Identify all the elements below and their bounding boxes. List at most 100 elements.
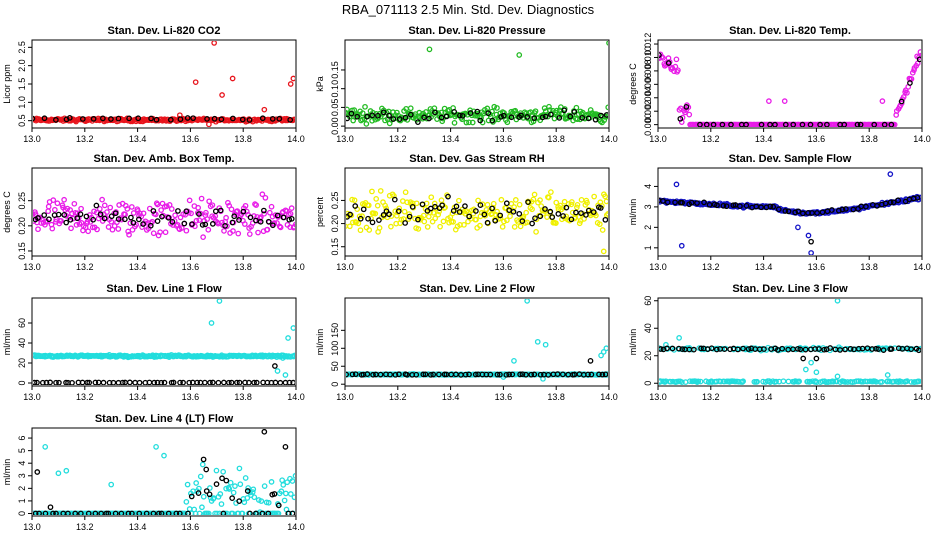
data-point bbox=[380, 212, 387, 218]
data-point bbox=[422, 371, 429, 378]
data-point bbox=[221, 228, 227, 234]
data-point bbox=[205, 510, 212, 515]
x-tick-label: 14.0 bbox=[913, 134, 931, 144]
data-point bbox=[884, 372, 891, 378]
x-tick-label: 13.2 bbox=[76, 134, 94, 144]
data-point bbox=[230, 489, 237, 496]
data-point bbox=[200, 234, 206, 241]
y-tick-label: 0.15 bbox=[330, 61, 340, 79]
data-point bbox=[230, 115, 236, 122]
data-point bbox=[291, 223, 295, 230]
data-point bbox=[154, 201, 161, 208]
data-point bbox=[887, 171, 894, 177]
data-point bbox=[529, 220, 535, 227]
data-point bbox=[158, 207, 164, 213]
data-point bbox=[135, 216, 142, 223]
data-point bbox=[605, 210, 608, 217]
data-point bbox=[359, 110, 366, 117]
y-tick-label: 50 bbox=[330, 361, 340, 371]
points-group bbox=[659, 49, 921, 127]
data-point bbox=[473, 216, 479, 223]
data-point bbox=[178, 225, 185, 231]
data-point bbox=[217, 207, 224, 214]
x-tick-label: 13.4 bbox=[129, 522, 147, 532]
y-axis-label: ml/min bbox=[628, 199, 638, 226]
data-point bbox=[225, 199, 231, 206]
data-point bbox=[208, 320, 215, 326]
data-point bbox=[453, 203, 460, 210]
data-point bbox=[365, 215, 371, 222]
data-point bbox=[511, 224, 518, 230]
data-point bbox=[33, 115, 36, 122]
plot-frame bbox=[31, 39, 297, 129]
data-point bbox=[761, 346, 767, 352]
data-point bbox=[713, 346, 720, 353]
data-point bbox=[669, 345, 676, 352]
panel-title: Stan. Dev. Amb. Box Temp. bbox=[94, 153, 235, 165]
data-point bbox=[450, 208, 457, 214]
data-point bbox=[554, 371, 561, 377]
data-point bbox=[492, 217, 499, 224]
data-point bbox=[904, 89, 910, 96]
data-point bbox=[537, 371, 544, 378]
data-point bbox=[68, 225, 74, 232]
data-point bbox=[94, 226, 100, 233]
data-point bbox=[842, 379, 849, 385]
data-point bbox=[281, 497, 288, 504]
y-axis-label: kPa bbox=[315, 76, 325, 92]
data-point bbox=[380, 109, 387, 116]
x-tick-label: 13.2 bbox=[76, 262, 94, 272]
data-point bbox=[605, 371, 608, 378]
data-point bbox=[279, 355, 286, 361]
data-point bbox=[462, 371, 469, 378]
data-point bbox=[150, 510, 157, 515]
data-point bbox=[603, 345, 608, 352]
data-point bbox=[489, 117, 496, 124]
y-tick-label: 20 bbox=[643, 351, 653, 361]
x-tick-label: 14.0 bbox=[913, 262, 931, 272]
data-point bbox=[781, 98, 788, 104]
y-tick-label: 0 bbox=[17, 511, 27, 516]
data-point bbox=[914, 194, 921, 201]
data-point bbox=[498, 113, 504, 120]
data-point bbox=[207, 379, 213, 385]
y-tick-label: 5 bbox=[17, 448, 27, 453]
data-point bbox=[156, 510, 162, 515]
data-point bbox=[203, 209, 209, 216]
x-tick-label: 13.6 bbox=[495, 134, 513, 144]
data-point bbox=[105, 224, 112, 230]
data-point bbox=[346, 371, 349, 378]
data-point bbox=[228, 206, 235, 213]
data-point bbox=[177, 116, 184, 123]
data-point bbox=[220, 468, 227, 475]
data-point bbox=[223, 214, 229, 221]
data-point bbox=[115, 115, 122, 122]
data-point bbox=[560, 213, 566, 219]
data-point bbox=[445, 193, 451, 200]
data-point bbox=[555, 211, 562, 217]
data-point bbox=[282, 444, 289, 450]
data-point bbox=[244, 488, 251, 494]
data-point bbox=[596, 221, 603, 228]
data-point bbox=[265, 499, 272, 506]
data-point bbox=[428, 194, 435, 201]
data-point bbox=[665, 60, 672, 66]
data-point bbox=[477, 117, 484, 124]
data-point bbox=[782, 121, 789, 127]
y-tick-label: 0 bbox=[330, 382, 340, 387]
data-point bbox=[261, 483, 268, 489]
y-tick-label: 20 bbox=[17, 358, 27, 368]
data-point bbox=[108, 218, 115, 225]
data-point bbox=[438, 114, 445, 121]
data-point bbox=[523, 371, 529, 378]
data-point bbox=[279, 477, 286, 484]
data-point bbox=[714, 202, 720, 209]
data-point bbox=[573, 209, 579, 216]
data-point bbox=[148, 220, 154, 226]
data-point bbox=[93, 202, 100, 209]
data-point bbox=[542, 113, 549, 120]
data-point bbox=[282, 490, 289, 497]
data-point bbox=[246, 117, 253, 123]
data-point bbox=[837, 347, 843, 353]
data-point bbox=[241, 499, 248, 506]
